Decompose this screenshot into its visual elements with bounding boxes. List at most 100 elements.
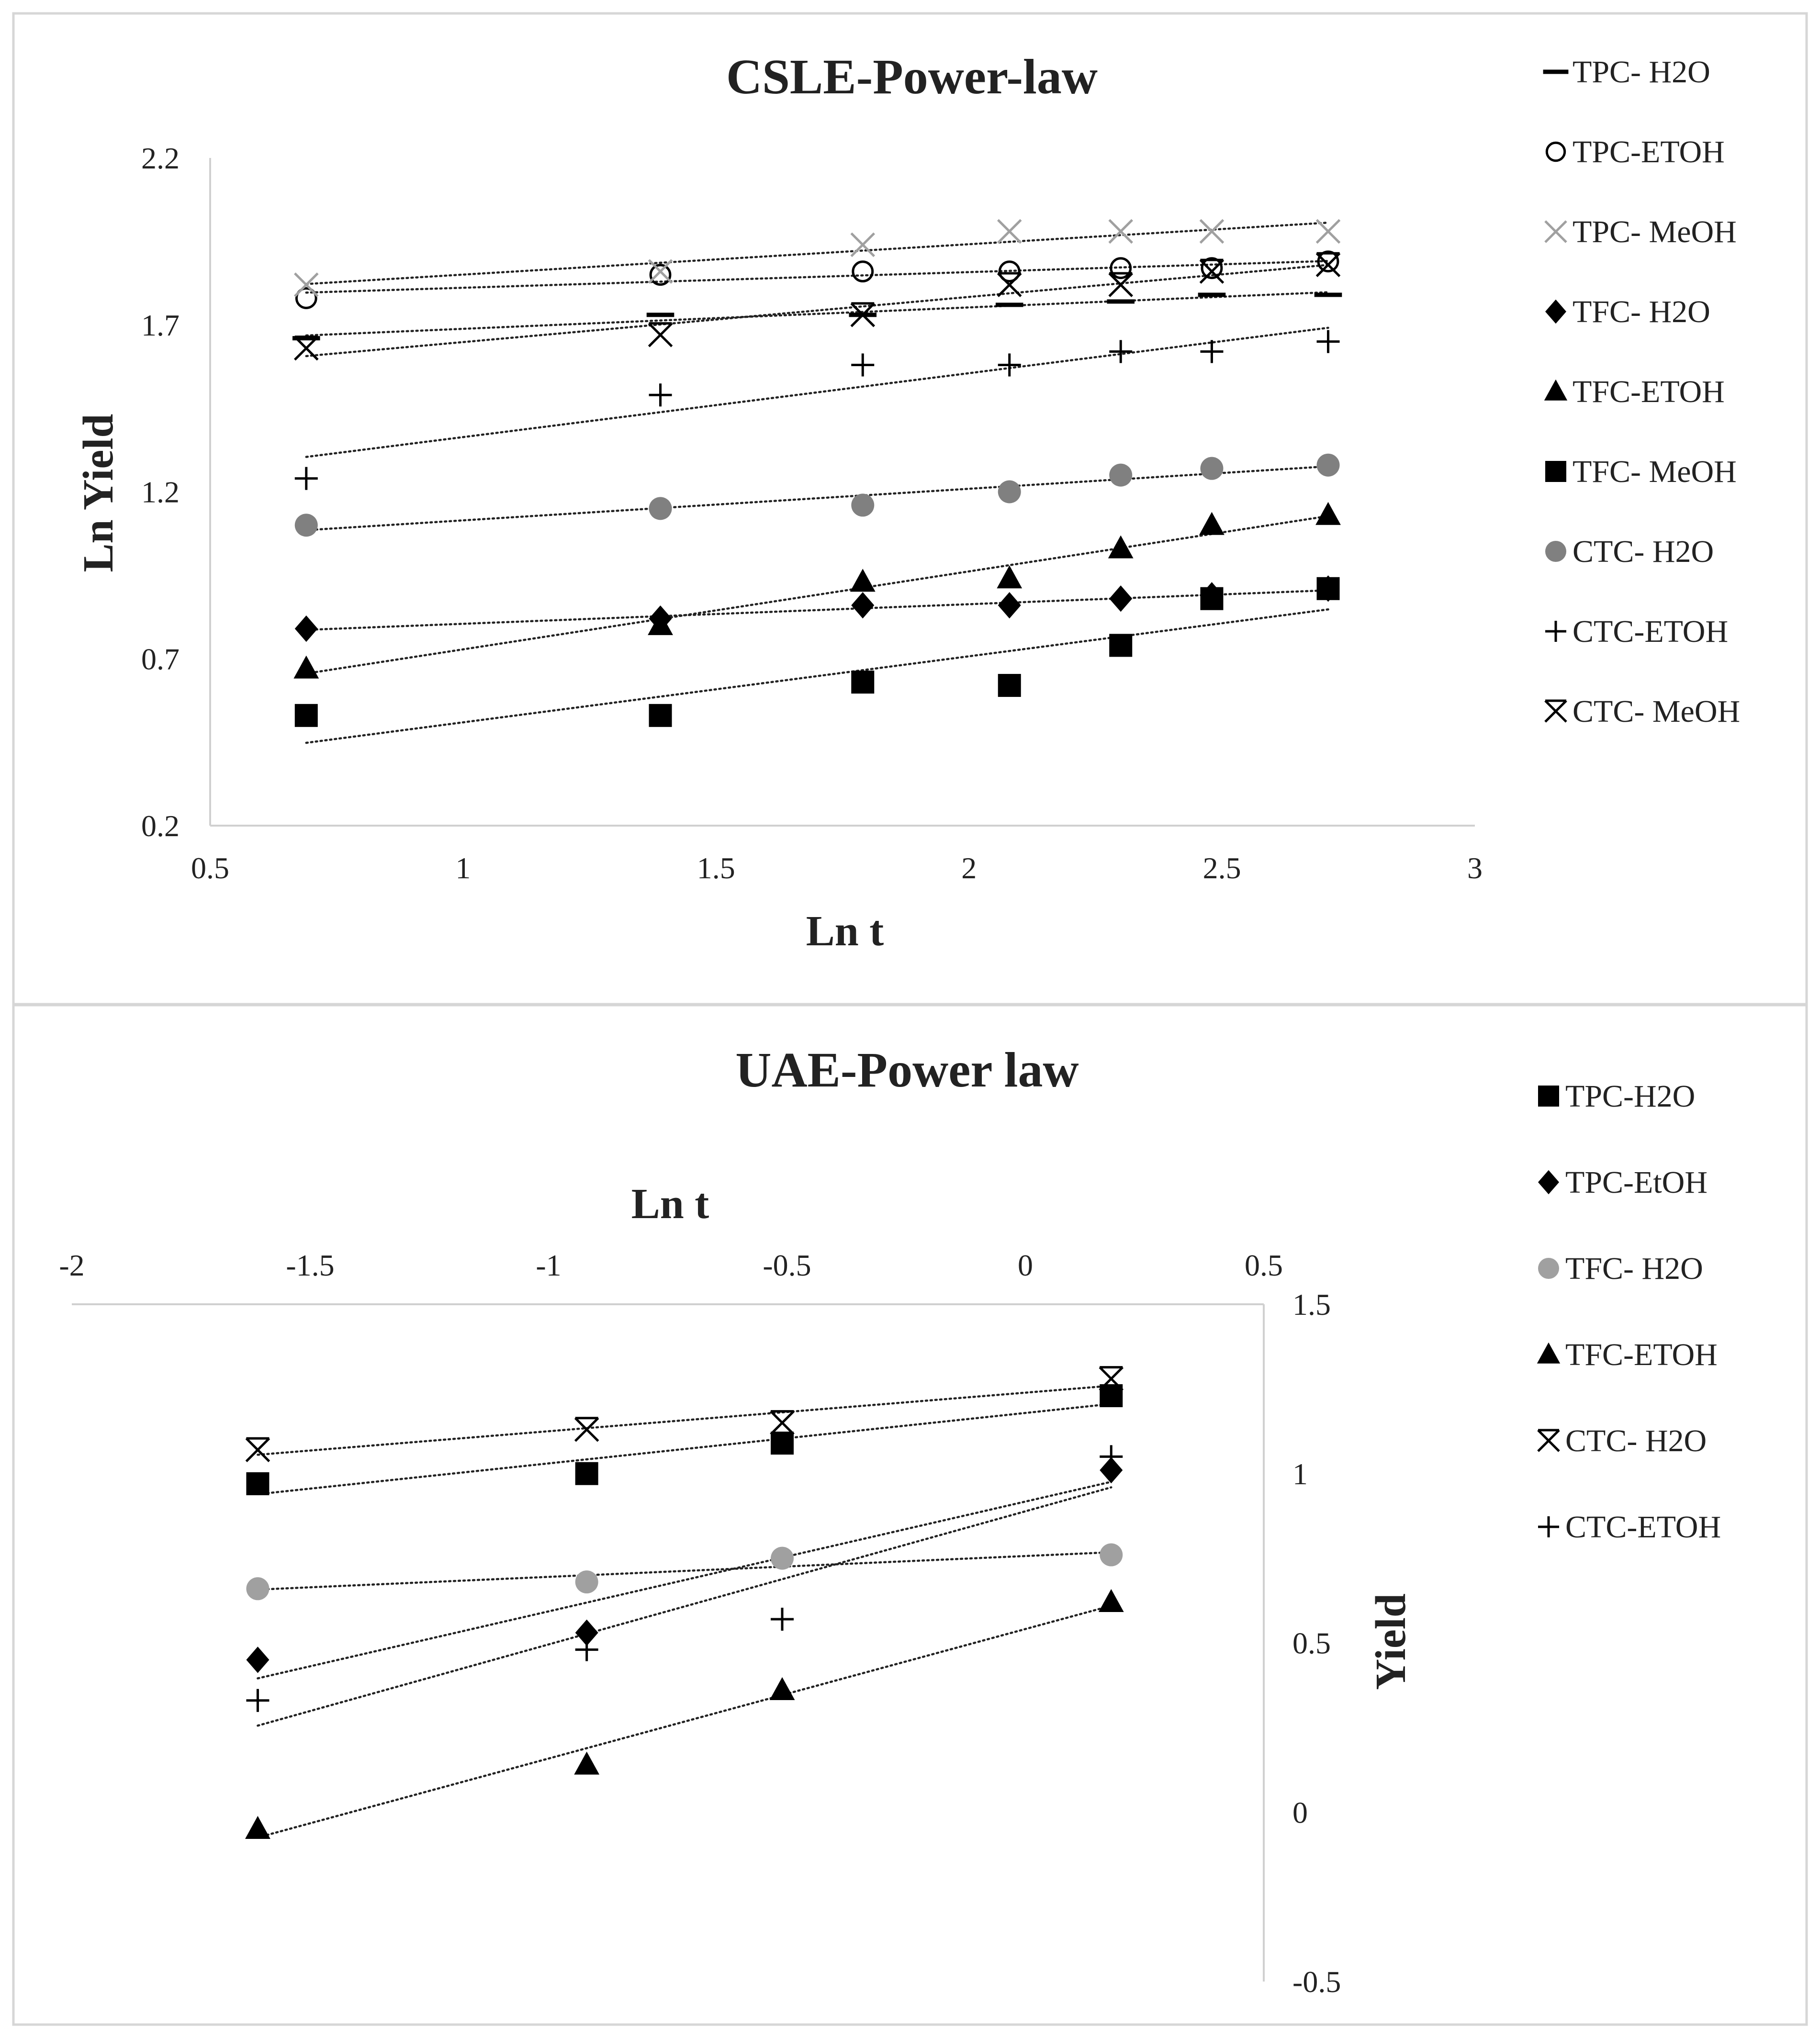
data-point-tfc-meoh — [1200, 587, 1224, 610]
data-point-ctc-meoh — [1315, 252, 1341, 277]
trendline-ctc-h2o — [257, 1384, 1112, 1456]
data-point-tfc-h2o — [294, 615, 318, 642]
legend-marker-tfc-etoh — [1537, 1342, 1561, 1364]
data-point-tpc-etoh — [295, 287, 317, 309]
legend-label: TFC-ETOH — [1565, 1337, 1718, 1372]
trendline-tpc-etoh — [305, 260, 1329, 294]
trendline-tfc-h2o — [257, 1551, 1112, 1591]
data-point-tfc-etoh — [1108, 535, 1134, 559]
x-tick-label: -2 — [59, 1248, 84, 1282]
legend-marker-tpc-h2o — [1543, 69, 1569, 74]
legend-label: CTC- H2O — [1573, 534, 1714, 569]
data-point-tfc-meoh — [1109, 634, 1133, 657]
y-axis-title: Ln Yield — [75, 414, 122, 572]
legend-label: TFC- H2O — [1573, 294, 1710, 329]
x-tick-label: 1 — [455, 851, 471, 885]
y-tick-label: 1 — [1292, 1457, 1308, 1491]
data-point-ctc-meoh — [997, 272, 1022, 297]
legend-marker-tpc-h2o — [1538, 1086, 1559, 1107]
data-point-ctc-h2o — [1109, 463, 1133, 487]
data-point-ctc-meoh — [1108, 272, 1134, 297]
data-point-tpc-meoh — [850, 232, 876, 258]
data-point-tpc-h2o — [292, 336, 320, 341]
x-tick-label: 1.5 — [697, 851, 735, 885]
x-tick-label: -1.5 — [286, 1248, 334, 1282]
legend-marker-tfc-meoh — [1545, 461, 1566, 482]
legend-label: TFC- H2O — [1565, 1251, 1703, 1286]
data-point-ctc-h2o — [1099, 1366, 1124, 1391]
data-point-tfc-meoh — [851, 671, 875, 694]
data-point-tfc-etoh — [850, 569, 876, 592]
data-point-tpc-h2o — [246, 1472, 270, 1495]
y-axis-title: Yield — [1367, 1593, 1415, 1690]
data-point-ctc-h2o — [245, 1437, 270, 1462]
data-point-ctc-h2o — [998, 480, 1021, 504]
x-tick-label: 3 — [1467, 851, 1483, 885]
legend-marker-ctc-etoh — [1538, 1516, 1559, 1537]
data-point-tpc-h2o — [1314, 292, 1342, 297]
legend-label: TPC-EtOH — [1565, 1165, 1708, 1200]
data-point-tfc-etoh — [648, 612, 673, 635]
x-tick-label: -0.5 — [763, 1248, 811, 1282]
legend-marker-ctc-h2o — [1537, 1429, 1560, 1452]
legend-label: TPC-ETOH — [1573, 134, 1725, 169]
data-point-tpc-etoh — [575, 1619, 598, 1646]
legend-label: CTC-ETOH — [1565, 1510, 1721, 1545]
data-point-tfc-h2o — [1100, 1543, 1123, 1567]
data-point-ctc-etoh — [649, 383, 672, 407]
trendline-ctc-h2o — [305, 465, 1329, 531]
trendline-tfc-etoh — [257, 1604, 1112, 1839]
data-point-tpc-h2o — [1198, 292, 1226, 297]
data-point-tfc-h2o — [1109, 585, 1133, 612]
data-point-ctc-etoh — [246, 1689, 270, 1712]
data-point-tpc-etoh — [1317, 250, 1339, 273]
legend-label: TPC-H2O — [1565, 1079, 1695, 1114]
data-point-ctc-etoh — [1109, 340, 1133, 363]
data-point-tfc-etoh — [245, 1816, 270, 1839]
legend-label: TPC- MeOH — [1573, 214, 1737, 249]
data-point-ctc-etoh — [1316, 330, 1340, 353]
data-point-ctc-etoh — [294, 467, 318, 490]
legend-marker-tpc-etoh — [1545, 141, 1566, 162]
y-tick-label: 0 — [1292, 1795, 1308, 1829]
data-point-ctc-meoh — [1199, 258, 1225, 284]
data-point-tfc-meoh — [998, 674, 1021, 697]
data-point-tpc-h2o — [646, 313, 674, 317]
data-point-tfc-etoh — [1315, 502, 1341, 525]
data-point-tfc-h2o — [246, 1577, 270, 1601]
trendline-tpc-h2o — [305, 291, 1329, 337]
data-point-tpc-etoh — [852, 260, 874, 283]
data-point-tpc-h2o — [771, 1432, 794, 1455]
data-point-ctc-h2o — [294, 514, 318, 537]
trendline-ctc-meoh — [305, 264, 1329, 358]
data-point-tfc-meoh — [649, 704, 672, 727]
x-tick-label: 0.5 — [1245, 1248, 1283, 1282]
y-tick-label: 2.2 — [141, 141, 180, 175]
data-point-tfc-meoh — [294, 704, 318, 727]
data-point-tpc-meoh — [294, 272, 319, 297]
data-point-ctc-meoh — [648, 322, 673, 347]
data-point-ctc-h2o — [1316, 453, 1340, 477]
data-point-tfc-h2o — [851, 592, 875, 619]
trendline-tpc-h2o — [257, 1402, 1112, 1496]
csle-power-law-chart: CSLE-Power-law 0.5 1 1.5 2 2.5 3 0.2 0.7 1.2 1.7 2.… — [75, 49, 1740, 955]
legend-marker-ctc-h2o — [1545, 541, 1566, 562]
data-point-ctc-h2o — [770, 1410, 795, 1435]
chart-title: CSLE-Power-law — [726, 49, 1098, 104]
legend-marker-ctc-etoh — [1545, 621, 1566, 642]
data-point-tfc-etoh — [574, 1751, 600, 1775]
legend-label: CTC- H2O — [1565, 1423, 1707, 1458]
y-tick-label: 0.5 — [1292, 1626, 1331, 1660]
data-point-tpc-h2o — [995, 302, 1023, 307]
data-point-tfc-etoh — [1098, 1589, 1124, 1612]
data-point-tfc-h2o — [771, 1546, 794, 1570]
data-point-tfc-etoh — [1199, 512, 1225, 535]
data-point-ctc-etoh — [1100, 1445, 1123, 1468]
trendline-ctc-etoh — [305, 326, 1329, 458]
data-point-ctc-meoh — [294, 336, 319, 361]
legend-label: TFC- MeOH — [1573, 454, 1737, 489]
legend-marker-tfc-h2o — [1545, 299, 1566, 324]
x-tick-label: 0.5 — [191, 851, 229, 885]
data-point-ctc-h2o — [649, 497, 672, 520]
